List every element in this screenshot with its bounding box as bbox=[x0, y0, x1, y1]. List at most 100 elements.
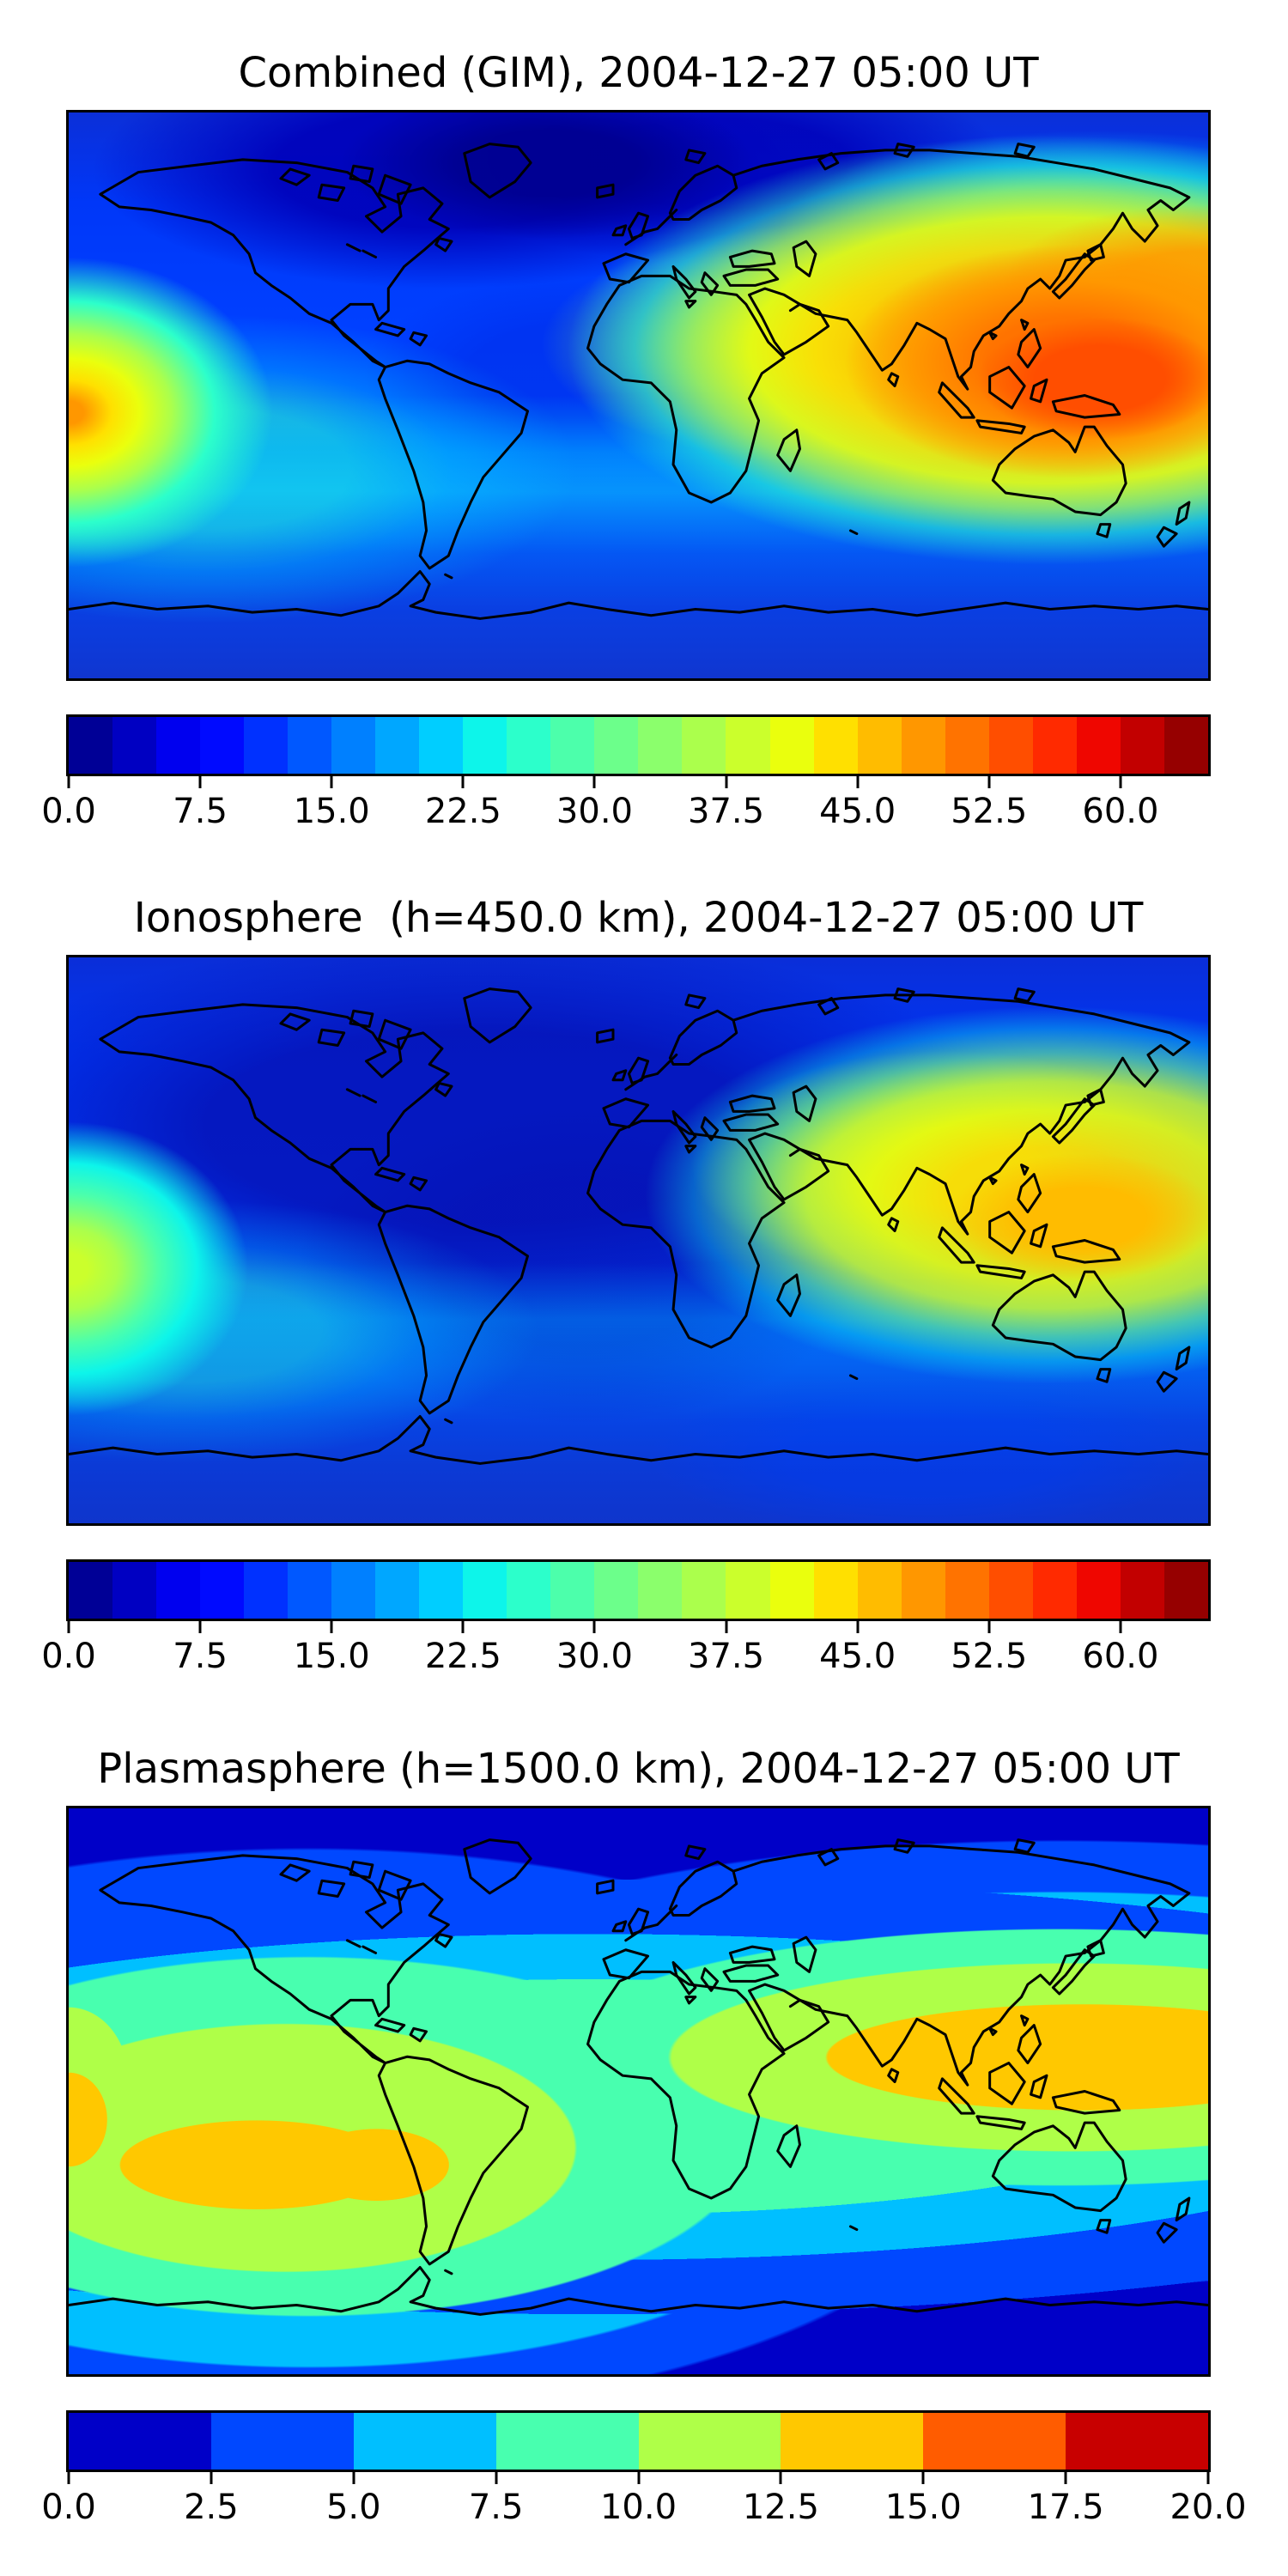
colorbar-segment bbox=[594, 1562, 639, 1619]
colorbar-segment bbox=[550, 717, 595, 774]
colorbar-segment bbox=[682, 1562, 726, 1619]
panel-title: Ionosphere (h=450.0 km), 2004-12-27 05:0… bbox=[133, 894, 1144, 942]
colorbar-tick bbox=[592, 774, 596, 788]
colorbar-tick-label: 7.5 bbox=[468, 2488, 524, 2527]
colorbar-tick bbox=[352, 2470, 355, 2484]
colorbar-segment bbox=[813, 1562, 858, 1619]
panel-combined: Combined (GIM), 2004-12-27 05:00 UT 0.0 7… bbox=[0, 52, 1288, 839]
colorbar-tick bbox=[1064, 2470, 1067, 2484]
colorbar-tick bbox=[921, 2470, 925, 2484]
colorbar-tick-label: 0.0 bbox=[41, 2488, 96, 2527]
colorbar-tick-label: 15.0 bbox=[293, 1637, 370, 1676]
coastlines-overlay bbox=[69, 112, 1208, 678]
colorbar-tick-label: 12.5 bbox=[742, 2488, 819, 2527]
colorbar-segment bbox=[594, 717, 639, 774]
colorbar-tick-label: 20.0 bbox=[1170, 2488, 1247, 2527]
colorbar-tick bbox=[198, 774, 202, 788]
colorbar-tick-label: 45.0 bbox=[819, 792, 896, 831]
colorbar-segment bbox=[1120, 717, 1164, 774]
colorbar-tick-label: 52.5 bbox=[951, 792, 1028, 831]
world-map-plasmasphere bbox=[66, 1806, 1211, 2377]
colorbar-tick-label: 30.0 bbox=[556, 792, 633, 831]
colorbar-segments bbox=[69, 1562, 1208, 1619]
colorbar-tick bbox=[856, 774, 860, 788]
colorbar-tick-label: 15.0 bbox=[293, 792, 370, 831]
colorbar-tick-label: 7.5 bbox=[173, 1637, 228, 1676]
colorbar-segment bbox=[331, 1562, 376, 1619]
colorbar-segment bbox=[69, 717, 113, 774]
colorbar-tick bbox=[1119, 1619, 1122, 1633]
colorbar-tick-label: 22.5 bbox=[424, 1637, 501, 1676]
colorbar-segment bbox=[550, 1562, 595, 1619]
colorbar-segments bbox=[69, 2413, 1208, 2470]
coastlines-overlay bbox=[69, 1808, 1208, 2374]
colorbar-segment bbox=[112, 717, 157, 774]
colorbar-segment bbox=[495, 2413, 639, 2470]
colorbar-segment bbox=[988, 1562, 1033, 1619]
colorbar-ionosphere: 0.0 7.5 15.0 22.5 30.0 37.5 45.0 52.5 60.0 bbox=[41, 1559, 1211, 1674]
colorbar-segment bbox=[200, 1562, 245, 1619]
world-map-combined bbox=[66, 110, 1211, 681]
colorbar-tick bbox=[1206, 2470, 1210, 2484]
colorbar-tick bbox=[725, 774, 728, 788]
colorbar-segment bbox=[726, 1562, 770, 1619]
colorbar-plasmasphere: 0.0 2.5 5.0 7.5 10.0 12.5 15.0 17.5 20.0 bbox=[41, 2410, 1247, 2524]
colorbar-segment bbox=[463, 1562, 507, 1619]
colorbar-segment bbox=[210, 2413, 354, 2470]
world-map-ionosphere bbox=[66, 955, 1211, 1526]
colorbar-segment bbox=[419, 1562, 464, 1619]
colorbar-segment bbox=[288, 717, 332, 774]
colorbar-segment bbox=[112, 1562, 157, 1619]
colorbar-tick-label: 37.5 bbox=[688, 792, 765, 831]
colorbar-tick bbox=[67, 1619, 70, 1633]
colorbar-segment bbox=[781, 2413, 924, 2470]
colorbar-segment bbox=[244, 717, 289, 774]
colorbar-tick-label: 2.5 bbox=[184, 2488, 239, 2527]
colorbar-tick-label: 10.0 bbox=[599, 2488, 677, 2527]
colorbar-segment bbox=[331, 717, 376, 774]
colorbar-tick bbox=[210, 2470, 213, 2484]
colorbar-segment bbox=[682, 717, 726, 774]
colorbar-segment bbox=[200, 717, 245, 774]
colorbar-tick-label: 0.0 bbox=[41, 792, 96, 831]
colorbar-segment bbox=[813, 717, 858, 774]
colorbar-segment bbox=[901, 717, 945, 774]
colorbar-tick-label: 22.5 bbox=[424, 792, 501, 831]
colorbar-segment bbox=[1120, 1562, 1164, 1619]
panel-plasmasphere: Plasmasphere (h=1500.0 km), 2004-12-27 0… bbox=[0, 1748, 1288, 2535]
colorbar-segment bbox=[769, 1562, 814, 1619]
colorbar-segment bbox=[507, 1562, 551, 1619]
colorbar-tick-label: 7.5 bbox=[173, 792, 228, 831]
colorbar-segment bbox=[353, 2413, 496, 2470]
colorbar-segment bbox=[1076, 1562, 1121, 1619]
colorbar-segment bbox=[375, 1562, 420, 1619]
colorbar-segments bbox=[69, 717, 1208, 774]
colorbar-tick bbox=[330, 1619, 333, 1633]
colorbar-segment bbox=[1163, 717, 1208, 774]
colorbar-tick-label: 30.0 bbox=[556, 1637, 633, 1676]
colorbar-tick bbox=[461, 1619, 465, 1633]
colorbar-segment bbox=[463, 717, 507, 774]
colorbar-tick bbox=[725, 1619, 728, 1633]
colorbar-segment bbox=[857, 1562, 902, 1619]
colorbar-segment bbox=[156, 1562, 201, 1619]
colorbar-tick bbox=[330, 774, 333, 788]
colorbar-tick bbox=[67, 2470, 70, 2484]
colorbar-tick bbox=[198, 1619, 202, 1633]
colorbar-tick bbox=[461, 774, 465, 788]
colorbar-tick bbox=[67, 774, 70, 788]
colorbar-tick-label: 0.0 bbox=[41, 1637, 96, 1676]
panel-ionosphere: Ionosphere (h=450.0 km), 2004-12-27 05:0… bbox=[0, 894, 1288, 1684]
colorbar-tick-label: 52.5 bbox=[951, 1637, 1028, 1676]
colorbar-segment bbox=[638, 2413, 781, 2470]
colorbar-tick bbox=[856, 1619, 860, 1633]
colorbar-segment bbox=[419, 717, 464, 774]
colorbar-segment bbox=[638, 1562, 683, 1619]
colorbar-tick bbox=[637, 2470, 640, 2484]
colorbar-tick-label: 45.0 bbox=[819, 1637, 896, 1676]
colorbar-tick bbox=[987, 1619, 991, 1633]
colorbar-combined: 0.0 7.5 15.0 22.5 30.0 37.5 45.0 52.5 60.0 bbox=[41, 714, 1211, 829]
colorbar-segment bbox=[1066, 2413, 1208, 2470]
colorbar-segment bbox=[769, 717, 814, 774]
